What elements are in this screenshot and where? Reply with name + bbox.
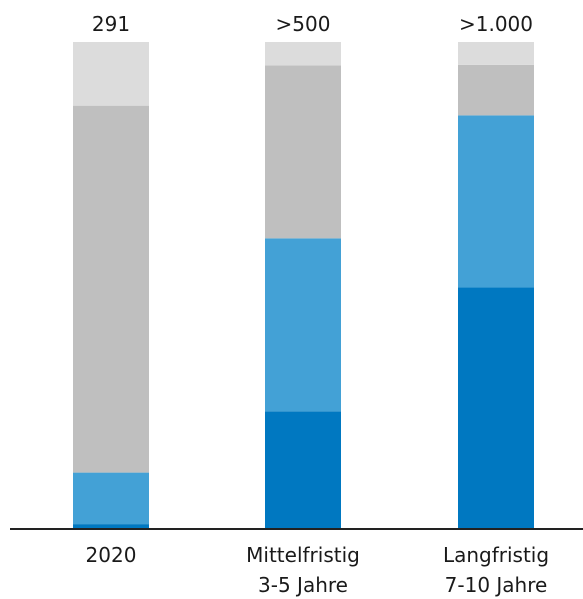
bar-segment-2-4 (265, 42, 341, 66)
category-label: 2020 (86, 543, 137, 567)
bar-segment-3-1 (458, 287, 534, 528)
bar-segment-1-4 (73, 42, 149, 106)
bar-segment-3-3 (458, 64, 534, 116)
bar-segment-3-2 (458, 115, 534, 288)
bar-segment-2-1 (265, 411, 341, 528)
bar-total-label: >1.000 (459, 12, 533, 36)
bar-segment-3-4 (458, 42, 534, 65)
bar-segment-1-1 (73, 524, 149, 528)
bar-segment-1-3 (73, 105, 149, 473)
bar-total-label: >500 (276, 12, 331, 36)
category-labels-group: 2020 Mittelfristig 3-5 Jahre Langfristig 7-1… (86, 543, 550, 597)
category-label: 7-10 Jahre (445, 573, 548, 597)
total-labels-group: 291 >500 >1.000 (92, 12, 533, 36)
category-label: Mittelfristig (246, 543, 360, 567)
bars-group (73, 42, 534, 528)
bar-segment-2-2 (265, 238, 341, 412)
bar-segment-1-2 (73, 472, 149, 525)
bar-segment-2-3 (265, 65, 341, 239)
category-label: Langfristig (443, 543, 549, 567)
category-label: 3-5 Jahre (258, 573, 348, 597)
bar-total-label: 291 (92, 12, 130, 36)
